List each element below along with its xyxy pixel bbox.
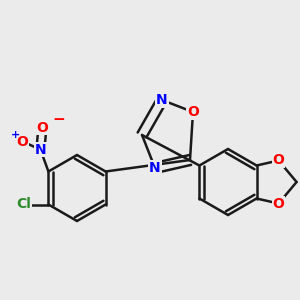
Text: O: O — [187, 105, 199, 119]
Text: +: + — [11, 130, 20, 140]
Text: O: O — [273, 154, 284, 167]
Text: N: N — [156, 93, 168, 107]
Text: N: N — [149, 161, 161, 175]
Text: O: O — [37, 121, 48, 134]
Text: O: O — [273, 196, 284, 211]
Text: O: O — [16, 134, 28, 148]
Text: N: N — [34, 142, 46, 157]
Text: −: − — [52, 112, 65, 127]
Text: Cl: Cl — [16, 197, 31, 212]
